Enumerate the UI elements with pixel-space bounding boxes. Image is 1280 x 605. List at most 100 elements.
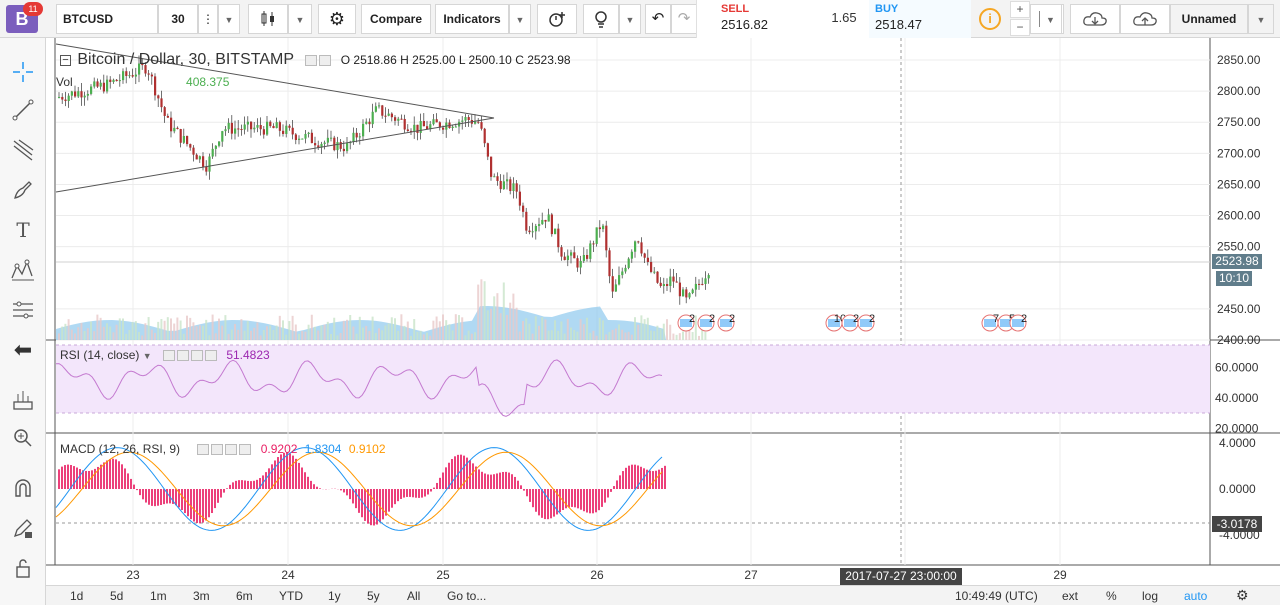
fib-icon[interactable] <box>8 136 38 164</box>
percent-toggle[interactable]: % <box>1106 589 1117 603</box>
measure-icon[interactable] <box>8 296 38 324</box>
hide-series-icon[interactable] <box>305 55 318 67</box>
macd-remove-icon[interactable] <box>239 444 252 456</box>
quantity-plus-button[interactable]: + <box>1010 1 1030 18</box>
volume-bar <box>614 328 617 340</box>
rsi-hide-icon[interactable] <box>162 350 175 362</box>
compare-button[interactable]: Compare <box>361 4 431 34</box>
ruler-icon[interactable] <box>8 386 38 414</box>
tf-3m[interactable]: 3m <box>193 589 210 603</box>
tf-1m[interactable]: 1m <box>150 589 167 603</box>
ohlc-values: O 2518.86 H 2525.00 L 2500.10 C 2523.98 <box>341 53 571 67</box>
candle-body <box>320 143 323 148</box>
undo-icon[interactable]: ↶ <box>645 4 671 34</box>
alert-clock-icon[interactable] <box>537 4 577 34</box>
lock-icon[interactable] <box>8 554 38 582</box>
macd-hide-icon[interactable] <box>197 444 210 456</box>
time-tick: 27 <box>744 568 758 582</box>
info-icon[interactable]: i <box>979 8 1001 30</box>
candle-body <box>525 211 528 231</box>
macd-histogram-bar <box>148 489 150 505</box>
brush-icon[interactable] <box>8 176 38 204</box>
macd-settings-icon[interactable] <box>211 444 224 456</box>
notification-badge[interactable]: 11 <box>23 2 43 16</box>
zoom-icon[interactable] <box>8 424 38 452</box>
series-title[interactable]: Bitcoin / Dollar, 30, BITSTAMP <box>77 51 295 68</box>
macd-title[interactable]: MACD (12, 26, RSI, 9) <box>60 442 181 456</box>
collapse-icon[interactable]: − <box>60 55 71 67</box>
volume-bar <box>698 335 700 340</box>
trend-line-icon[interactable] <box>8 96 38 124</box>
goto-button[interactable]: Go to... <box>447 589 487 603</box>
rsi-add-icon[interactable] <box>190 350 203 362</box>
chart-canvas[interactable]: 2850.00 2800.00 2750.00 2700.00 2650.00 2600.… <box>46 38 1280 585</box>
tf-1d[interactable]: 1d <box>70 589 84 603</box>
candle-body <box>512 183 515 191</box>
volume-bar <box>496 293 499 340</box>
macd-histogram-bar <box>571 489 573 507</box>
tf-all[interactable]: All <box>407 589 421 603</box>
volume-bar <box>83 330 86 340</box>
magnet-icon[interactable] <box>8 474 38 502</box>
indicators-button[interactable]: Indicators <box>435 4 509 34</box>
candle-body <box>134 74 137 77</box>
volume-bar <box>163 320 166 340</box>
candle-body <box>227 122 230 130</box>
candle-body <box>461 120 464 122</box>
candle-body <box>67 95 70 102</box>
layout-dropdown-button[interactable]: ▼ <box>1040 4 1062 34</box>
layout-name-button[interactable]: Unnamed <box>1170 4 1248 34</box>
candles-icon[interactable] <box>248 4 288 34</box>
rsi-settings-icon[interactable] <box>176 350 189 362</box>
interval-menu-icon[interactable]: ⋮ <box>198 4 218 34</box>
interval-input[interactable]: 30 <box>158 4 198 34</box>
ideas-dropdown-button[interactable]: ▼ <box>619 4 641 34</box>
cloud-download-icon[interactable] <box>1070 4 1120 34</box>
tf-5d[interactable]: 5d <box>110 589 124 603</box>
layout-name-dropdown-button[interactable]: ▼ <box>1248 4 1274 34</box>
pencil-lock-icon[interactable] <box>8 514 38 542</box>
volume-bar <box>630 334 633 340</box>
chart-type-dropdown-button[interactable]: ▼ <box>288 4 312 34</box>
pattern-icon[interactable] <box>8 256 38 284</box>
lightbulb-icon[interactable] <box>583 4 619 34</box>
tf-5y[interactable]: 5y <box>367 589 380 603</box>
volume-bar <box>682 331 684 340</box>
symbol-input[interactable]: BTCUSD <box>56 4 158 34</box>
settings-gear-icon[interactable]: ⚙ <box>318 4 356 34</box>
macd-add-icon[interactable] <box>225 444 238 456</box>
ext-toggle[interactable]: ext <box>1062 589 1079 603</box>
candle-body <box>170 117 173 132</box>
candle-body <box>618 275 621 285</box>
log-toggle[interactable]: log <box>1142 589 1159 603</box>
rsi-title[interactable]: RSI (14, close) <box>60 348 140 362</box>
macd-histogram-bar <box>661 467 663 489</box>
buy-panel[interactable]: BUY 2518.47 <box>869 0 971 38</box>
indicators-dropdown-button[interactable]: ▼ <box>509 4 531 34</box>
candle-body <box>125 71 128 76</box>
candle-body <box>118 80 121 82</box>
series-settings-icon[interactable] <box>319 55 332 67</box>
tf-6m[interactable]: 6m <box>236 589 253 603</box>
macd-histogram-bar <box>646 469 648 489</box>
back-arrow-icon[interactable]: ⬅ <box>13 337 33 362</box>
quantity-minus-button[interactable]: − <box>1010 19 1030 36</box>
crosshair-icon[interactable] <box>8 58 38 86</box>
interval-dropdown-button[interactable]: ▼ <box>218 4 240 34</box>
settings-gear-icon[interactable]: ⚙ <box>1236 587 1249 603</box>
macd-histogram-bar <box>604 489 606 503</box>
low-label: L <box>458 53 466 67</box>
tf-ytd[interactable]: YTD <box>279 589 303 603</box>
rsi-remove-icon[interactable] <box>204 350 217 362</box>
auto-toggle[interactable]: auto <box>1184 589 1208 603</box>
sell-panel[interactable]: SELL 2516.82 <box>696 0 819 38</box>
volume-bar <box>106 323 108 340</box>
candle-body <box>704 278 707 284</box>
chart-area[interactable]: 2850.00 2800.00 2750.00 2700.00 2650.00 2600.… <box>46 38 1280 605</box>
rsi-dropdown-icon[interactable]: ▼ <box>142 351 152 361</box>
tf-1y[interactable]: 1y <box>328 589 341 603</box>
text-icon[interactable]: T <box>16 218 30 242</box>
macd-histogram-bar <box>517 480 519 489</box>
cloud-upload-icon[interactable] <box>1120 4 1170 34</box>
redo-icon[interactable]: ↷ <box>671 4 697 34</box>
